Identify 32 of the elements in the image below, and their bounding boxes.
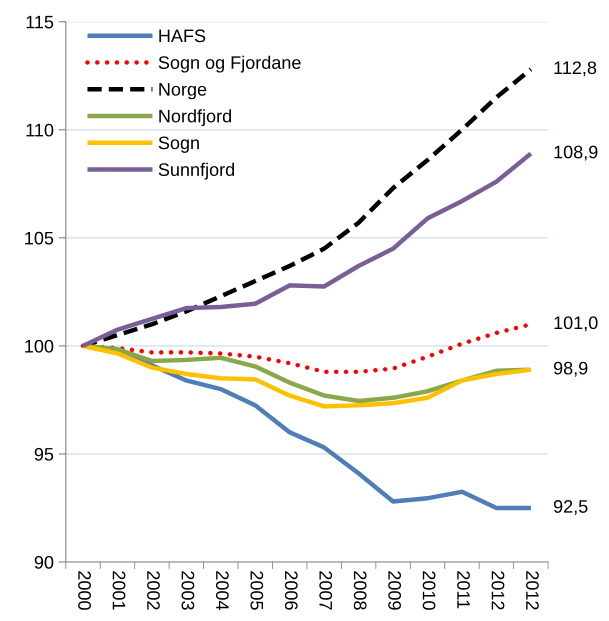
x-tick-label: 2010 <box>422 571 436 610</box>
data-label: 108,9 <box>554 146 598 161</box>
data-label: 101,0 <box>554 316 598 332</box>
data-label: 112,8 <box>554 61 596 76</box>
x-tick-label: 2003 <box>182 571 194 610</box>
y-tick-label: 115 <box>26 16 54 28</box>
data-label: 92,5 <box>554 500 588 515</box>
data-label: 98,9 <box>554 362 588 377</box>
x-tick-label: 2012 <box>526 571 539 610</box>
line-series <box>80 151 534 348</box>
x-tick-label: 2000 <box>78 571 91 610</box>
x-tick-label: 2009 <box>388 571 402 610</box>
legend-label: Sogn og Fjordane <box>158 56 301 73</box>
legend-label: Sogn <box>158 136 199 153</box>
x-tick-label: 2004 <box>216 571 229 610</box>
legend-label: Norge <box>159 83 206 100</box>
y-tick-label: 95 <box>34 448 54 461</box>
y-tick-label: 110 <box>26 124 54 137</box>
legend-label: HAFS <box>159 29 206 42</box>
x-tick-label: 2011 <box>457 571 470 608</box>
y-tick-label: 100 <box>25 340 54 353</box>
legend-label: Sunnfjord <box>158 162 234 180</box>
x-tick-label: 2012 <box>492 571 504 610</box>
x-tick-label: 2007 <box>319 571 332 610</box>
x-tick-label: 2002 <box>147 571 160 610</box>
y-tick-label: 105 <box>25 232 54 245</box>
y-tick-label: 90 <box>34 556 54 569</box>
x-tick-label: 2001 <box>112 571 126 610</box>
legend-label: Nordfjord <box>159 109 231 126</box>
x-tick-label: 2006 <box>284 571 298 610</box>
x-tick-label: 2008 <box>354 571 367 610</box>
x-tick-label: 2005 <box>250 571 264 610</box>
